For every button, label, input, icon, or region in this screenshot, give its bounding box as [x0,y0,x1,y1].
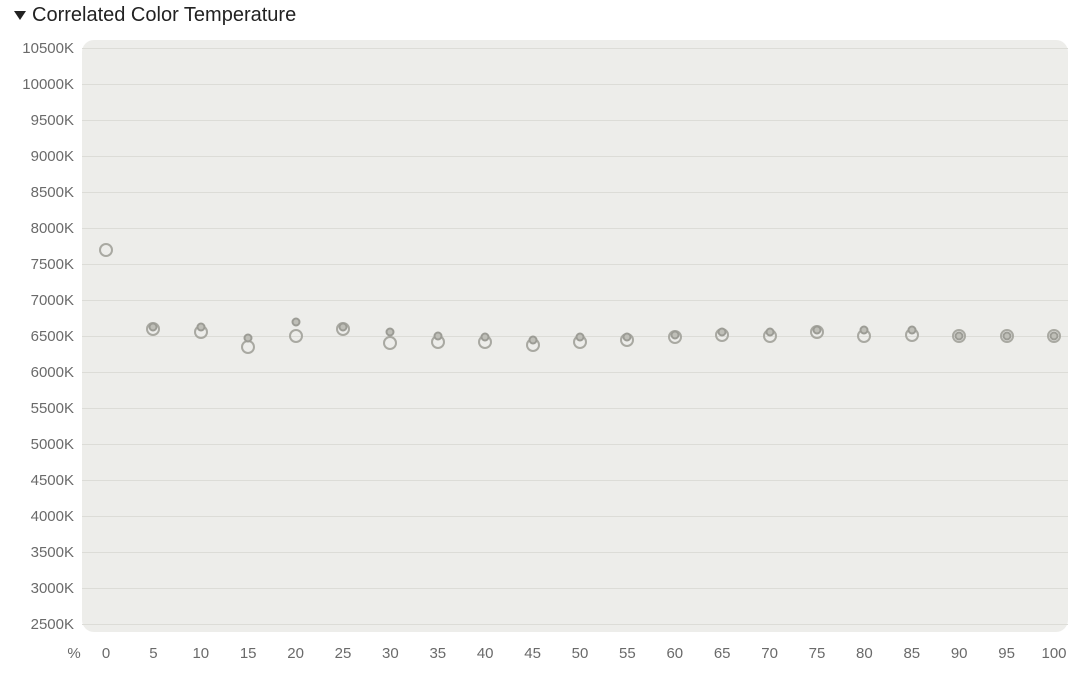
y-tick-label: 7500K [10,257,74,272]
x-tick-label: 85 [892,646,932,661]
data-point [860,326,869,335]
x-tick-label: 100 [1034,646,1074,661]
y-tick-label: 9000K [10,149,74,164]
data-point [383,336,397,350]
y-tick-label: 6500K [10,329,74,344]
data-point [955,332,964,341]
gridline [82,264,1068,265]
y-tick-label: 10500K [10,41,74,56]
y-tick-label: 3000K [10,581,74,596]
x-tick-label: 80 [844,646,884,661]
y-tick-label: 9500K [10,113,74,128]
y-tick-label: 3500K [10,545,74,560]
gridline [82,372,1068,373]
y-tick-label: 5500K [10,401,74,416]
gridline [82,48,1068,49]
gridline [82,84,1068,85]
data-point [670,330,679,339]
x-tick-label: 65 [702,646,742,661]
section-header[interactable]: Correlated Color Temperature [14,4,296,27]
y-tick-label: 4000K [10,509,74,524]
x-tick-label: 45 [513,646,553,661]
data-point [813,326,822,335]
x-tick-label: 30 [370,646,410,661]
cct-chart: 2500K 3000K 3500K 4000K 4500K 5000K 5500K 6000K… [10,34,1070,674]
data-point [339,323,348,332]
gridline [82,480,1068,481]
y-tick-label: 2500K [10,617,74,632]
y-tick-label: 4500K [10,473,74,488]
x-tick-label: 55 [607,646,647,661]
x-tick-label: 75 [797,646,837,661]
gridline [82,588,1068,589]
x-tick-label: 20 [276,646,316,661]
data-point [433,332,442,341]
x-tick-label: 50 [560,646,600,661]
gridline [82,156,1068,157]
gridline [82,552,1068,553]
data-point [149,323,158,332]
x-tick-label: 35 [418,646,458,661]
gridline [82,624,1068,625]
data-point [576,333,585,342]
x-tick-label: 60 [655,646,695,661]
x-tick-label: 10 [181,646,221,661]
x-tick-label: 5 [133,646,173,661]
gridline [82,516,1068,517]
data-point [528,335,537,344]
data-point [1002,332,1011,341]
x-tick-label: 95 [987,646,1027,661]
data-point [386,328,395,337]
x-tick-label: 15 [228,646,268,661]
plot-area [82,40,1068,632]
x-tick-label: 40 [465,646,505,661]
data-point [99,243,113,257]
section-title: Correlated Color Temperature [32,4,296,27]
data-point [291,317,300,326]
data-point [481,333,490,342]
x-tick-label: 90 [939,646,979,661]
x-tick-label: 0 [86,646,126,661]
y-tick-label: 5000K [10,437,74,452]
y-tick-label: 10000K [10,77,74,92]
gridline [82,444,1068,445]
y-tick-label: 8500K [10,185,74,200]
caret-down-icon [14,11,26,20]
data-point [1050,332,1059,341]
y-tick-label: 7000K [10,293,74,308]
gridline [82,120,1068,121]
data-point [718,327,727,336]
data-point [907,326,916,335]
gridline [82,228,1068,229]
data-point [289,329,303,343]
gridline [82,192,1068,193]
gridline [82,300,1068,301]
data-point [244,334,253,343]
data-point [765,328,774,337]
y-tick-label: 8000K [10,221,74,236]
gridline [82,408,1068,409]
x-tick-label: 70 [750,646,790,661]
data-point [623,333,632,342]
data-point [196,322,205,331]
x-tick-label: 25 [323,646,363,661]
y-tick-label: 6000K [10,365,74,380]
